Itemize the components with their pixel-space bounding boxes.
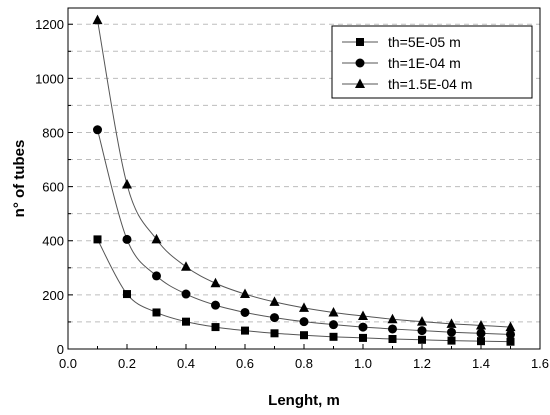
x-tick-label: 1.0: [354, 356, 372, 371]
x-tick-label: 0.8: [295, 356, 313, 371]
data-point-square: [329, 332, 338, 341]
y-tick-label: 1000: [35, 71, 64, 86]
data-point-square: [241, 326, 249, 335]
grid-lines: [68, 23, 540, 323]
data-point-triangle: [210, 277, 221, 288]
data-point-circle: [476, 328, 486, 338]
data-point-triangle: [328, 306, 339, 317]
tick-labels: 0.0 0.2 0.4 0.6 0.8 1.0 1.2 1.4 1.6 0 200 400 600 800…: [35, 17, 549, 371]
data-point-circle: [211, 300, 220, 310]
axis-ticks: [67, 23, 541, 350]
data-point-square: [211, 323, 220, 332]
data-markers: [92, 14, 516, 346]
legend-box: [331, 25, 533, 99]
data-point-triangle: [240, 288, 250, 299]
data-point-square: [300, 331, 308, 340]
x-tick-label: 1.6: [531, 356, 549, 371]
x-tick-label: 1.2: [413, 356, 431, 371]
data-point-triangle: [299, 302, 309, 312]
x-tick-label: 0.4: [177, 356, 195, 371]
data-point-square: [388, 334, 397, 343]
y-tick-label: 800: [42, 125, 64, 140]
data-point-square: [152, 308, 161, 317]
data-point-square: [447, 336, 456, 345]
x-axis-title: Lenght, m: [268, 392, 340, 409]
y-tick-label: 0: [57, 342, 64, 357]
data-point-square: [359, 333, 367, 342]
data-point-square: [123, 290, 131, 299]
data-point-triangle: [387, 313, 398, 324]
data-point-circle: [417, 326, 427, 336]
data-point-triangle: [417, 316, 427, 326]
data-point-circle: [270, 313, 279, 323]
data-point-circle: [388, 324, 397, 334]
data-point-triangle: [446, 318, 457, 328]
data-point-circle: [506, 329, 515, 339]
data-point-circle: [93, 125, 102, 135]
data-point-square: [477, 337, 485, 346]
data-point-square: [270, 329, 279, 338]
data-point-circle: [240, 307, 250, 317]
x-tick-label: 1.4: [472, 356, 490, 371]
data-point-triangle: [181, 261, 191, 271]
data-point-circle: [329, 320, 338, 330]
data-point-circle: [447, 327, 456, 337]
data-point-triangle: [358, 310, 368, 320]
data-point-triangle: [269, 296, 280, 306]
data-point-circle: [181, 289, 191, 299]
data-point-triangle: [92, 14, 103, 25]
legend-marker-circle: [355, 58, 365, 68]
y-tick-label: 400: [42, 234, 64, 249]
data-point-triangle: [476, 319, 486, 330]
series-line-3: [97, 20, 511, 328]
data-point-circle: [358, 322, 368, 332]
data-point-triangle: [151, 233, 162, 244]
y-axis-title: n° of tubes: [11, 140, 28, 218]
legend-label: th=5E-05 m: [388, 34, 461, 50]
legend-marker-square: [356, 38, 364, 46]
y-tick-label: 200: [42, 288, 64, 303]
y-tick-label: 600: [42, 180, 64, 195]
data-point-triangle: [505, 321, 516, 332]
data-point-square: [182, 317, 190, 326]
data-point-triangle: [122, 178, 132, 189]
data-point-circle: [122, 234, 132, 244]
x-tick-label: 0.6: [236, 356, 254, 371]
data-point-square: [418, 335, 426, 344]
legend: th=5E-05 m th=1E-04 m th=1.5E-04 m: [331, 25, 533, 99]
y-tick-label: 1200: [35, 17, 64, 32]
legend-items: th=5E-05 m th=1E-04 m th=1.5E-04 m: [342, 34, 472, 92]
x-tick-label: 0.2: [118, 356, 136, 371]
data-point-square: [506, 337, 515, 346]
data-point-square: [93, 235, 102, 244]
data-point-circle: [299, 317, 309, 327]
legend-label: th=1.5E-04 m: [388, 76, 472, 92]
legend-marker-triangle: [355, 78, 365, 88]
x-tick-label: 0.0: [59, 356, 77, 371]
legend-label: th=1E-04 m: [388, 55, 461, 71]
data-point-circle: [152, 271, 161, 281]
